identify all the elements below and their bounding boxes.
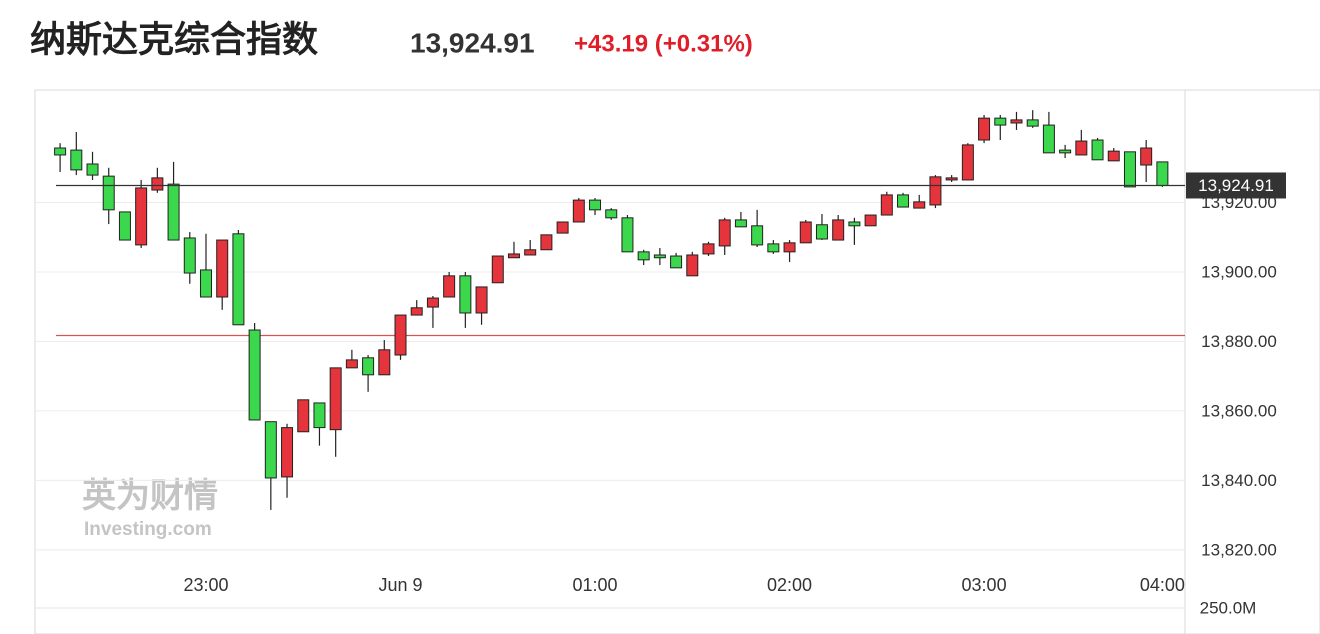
- candle-body: [1075, 140, 1088, 156]
- candle-body: [848, 221, 861, 227]
- candle-body: [378, 349, 391, 376]
- candle-body: [589, 199, 602, 211]
- candle-body: [621, 217, 634, 253]
- candle-body: [913, 201, 926, 209]
- candle-body: [313, 402, 326, 429]
- candle-body: [929, 176, 942, 206]
- chart-title: 纳斯达克综合指数: [30, 19, 318, 60]
- candle-body: [1091, 139, 1104, 161]
- candle-body: [183, 237, 196, 274]
- candle-body: [767, 243, 780, 253]
- candle-body: [702, 243, 715, 255]
- candle-body: [199, 269, 212, 298]
- candle-body: [1156, 161, 1169, 186]
- candle-body: [459, 275, 472, 314]
- candle-body: [297, 399, 310, 433]
- candle-body: [216, 239, 229, 298]
- candle-body: [1123, 151, 1136, 188]
- candle-body: [540, 234, 553, 251]
- candle-body: [151, 177, 164, 191]
- candle-body: [670, 255, 683, 269]
- candle-body: [832, 219, 845, 241]
- candle-body: [637, 251, 650, 261]
- y-tick-label: 13,820.00: [1201, 540, 1277, 559]
- candle-body: [232, 233, 245, 326]
- candle-body: [394, 314, 407, 356]
- candle-body: [54, 147, 67, 156]
- volume-label: 250.0M: [1200, 598, 1257, 617]
- candle-body: [475, 286, 488, 314]
- candle-body: [978, 117, 991, 141]
- candle-body: [167, 183, 180, 241]
- candle-body: [751, 225, 764, 246]
- candle-body: [426, 297, 439, 308]
- watermark-sub: Investing.com: [84, 519, 212, 540]
- candle-body: [86, 163, 99, 176]
- y-tick-label: 13,840.00: [1201, 471, 1277, 490]
- candle-body: [248, 329, 261, 421]
- candle-body: [718, 219, 731, 247]
- candle-body: [1026, 119, 1039, 127]
- x-tick-label: 01:00: [573, 575, 618, 595]
- frame: [34, 89, 1320, 634]
- candle-body: [897, 194, 910, 208]
- last-price-label: 13,924.91: [1198, 176, 1274, 195]
- candle-body: [1042, 124, 1055, 154]
- candle-body: [281, 427, 294, 478]
- candle-body: [864, 214, 877, 227]
- x-tick-label: 04:00: [1140, 575, 1185, 595]
- candle-body: [264, 421, 277, 479]
- candle-body: [799, 221, 812, 244]
- candle-body: [961, 144, 974, 181]
- x-tick-label: Jun 9: [378, 575, 422, 595]
- candle-body: [783, 242, 796, 253]
- candle-body: [815, 224, 828, 240]
- change: +43.19 (+0.31%): [574, 30, 753, 57]
- candle-body: [1010, 119, 1023, 124]
- candle-body: [102, 175, 115, 211]
- candle-body: [1107, 150, 1120, 162]
- candle-body: [1059, 149, 1072, 154]
- candle-body: [1140, 147, 1153, 166]
- watermark: 英为财情: [82, 477, 218, 515]
- x-tick-label: 03:00: [962, 575, 1007, 595]
- x-tick-label: 02:00: [767, 575, 812, 595]
- y-tick-label: 13,900.00: [1201, 262, 1277, 281]
- candle-body: [443, 275, 456, 298]
- candle-body: [491, 255, 504, 284]
- candle-body: [362, 357, 375, 376]
- candle-body: [994, 117, 1007, 126]
- candle-body: [556, 221, 569, 234]
- candle-body: [734, 219, 747, 228]
- candle-body: [329, 367, 342, 431]
- candle-body: [880, 194, 893, 216]
- x-tick-label: 23:00: [183, 575, 228, 595]
- candle-body: [70, 149, 83, 171]
- candle-body: [118, 211, 131, 241]
- candle-body: [945, 177, 958, 181]
- price: 13,924.91: [410, 27, 535, 58]
- candle-body: [410, 307, 423, 316]
- candle-body: [686, 254, 699, 277]
- candle-body: [572, 199, 585, 223]
- candle-body: [605, 209, 618, 219]
- candle-body: [345, 359, 358, 369]
- candle-body: [507, 253, 520, 259]
- y-tick-label: 13,860.00: [1201, 401, 1277, 420]
- candle-body: [524, 249, 537, 256]
- y-tick-label: 13,880.00: [1201, 332, 1277, 351]
- candle-body: [135, 187, 148, 246]
- last-price-box: [1186, 172, 1286, 199]
- candle-body: [653, 254, 666, 259]
